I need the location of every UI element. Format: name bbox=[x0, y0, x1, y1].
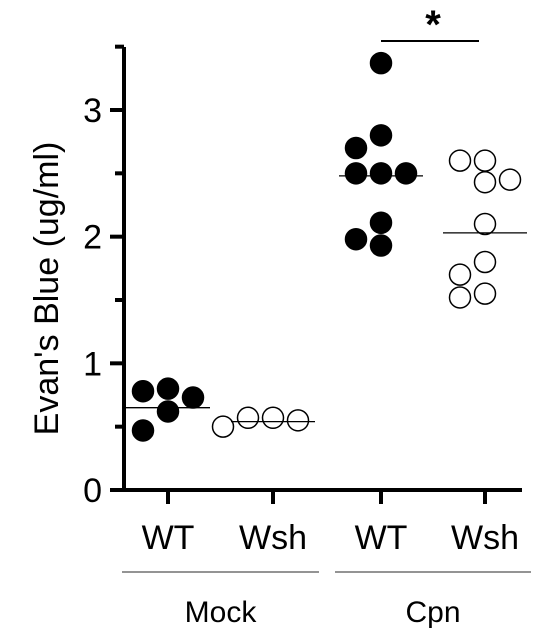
group-label: Mock bbox=[185, 596, 258, 629]
data-point-filled bbox=[131, 419, 155, 442]
x-tick-label: Wsh bbox=[451, 519, 519, 557]
data-point-open bbox=[473, 250, 497, 274]
data-point-filled bbox=[369, 234, 393, 257]
data-point-open bbox=[448, 263, 472, 286]
significance-label: * bbox=[425, 3, 441, 47]
group-label: Cpn bbox=[405, 596, 460, 629]
data-point-filled bbox=[156, 400, 180, 423]
data-point-open bbox=[236, 406, 260, 430]
data-point-filled bbox=[369, 51, 393, 75]
data-point-open bbox=[473, 282, 497, 305]
data-point-open bbox=[448, 286, 472, 309]
data-point-filled bbox=[181, 386, 205, 409]
data-point-open bbox=[473, 149, 497, 172]
data-point-filled bbox=[344, 136, 368, 160]
data-point-filled bbox=[394, 162, 418, 185]
data-point-open bbox=[498, 168, 522, 191]
chart-labels: 0 1 2 3 WT Wsh WT Wsh Mock Cpn Evan's Blue (ug/ml)… bbox=[28, 3, 519, 629]
x-tick-label: WT bbox=[142, 519, 195, 557]
y-tick-label: 3 bbox=[83, 92, 102, 130]
x-tick-label: WT bbox=[355, 519, 408, 557]
data-point-filled bbox=[344, 227, 368, 251]
axes bbox=[110, 44, 531, 573]
data-point-open bbox=[448, 149, 472, 172]
data-point-filled bbox=[369, 211, 393, 234]
data-point-filled bbox=[131, 379, 155, 403]
y-tick-label: 0 bbox=[83, 472, 102, 510]
data-point-open bbox=[211, 415, 235, 438]
data-point-open bbox=[473, 170, 497, 194]
y-tick-label: 1 bbox=[83, 345, 102, 383]
data-point-open bbox=[286, 409, 310, 432]
y-axis-label: Evan's Blue (ug/ml) bbox=[28, 142, 66, 436]
y-tick-label: 2 bbox=[83, 219, 102, 257]
data-point-filled bbox=[156, 377, 180, 400]
data-point-filled bbox=[369, 162, 393, 185]
data-point-open bbox=[473, 212, 497, 236]
data-point-filled bbox=[344, 162, 368, 185]
data-point-open bbox=[261, 406, 285, 430]
data-point-filled bbox=[369, 124, 393, 147]
x-tick-label: Wsh bbox=[239, 519, 307, 557]
chart-marks bbox=[126, 40, 527, 442]
